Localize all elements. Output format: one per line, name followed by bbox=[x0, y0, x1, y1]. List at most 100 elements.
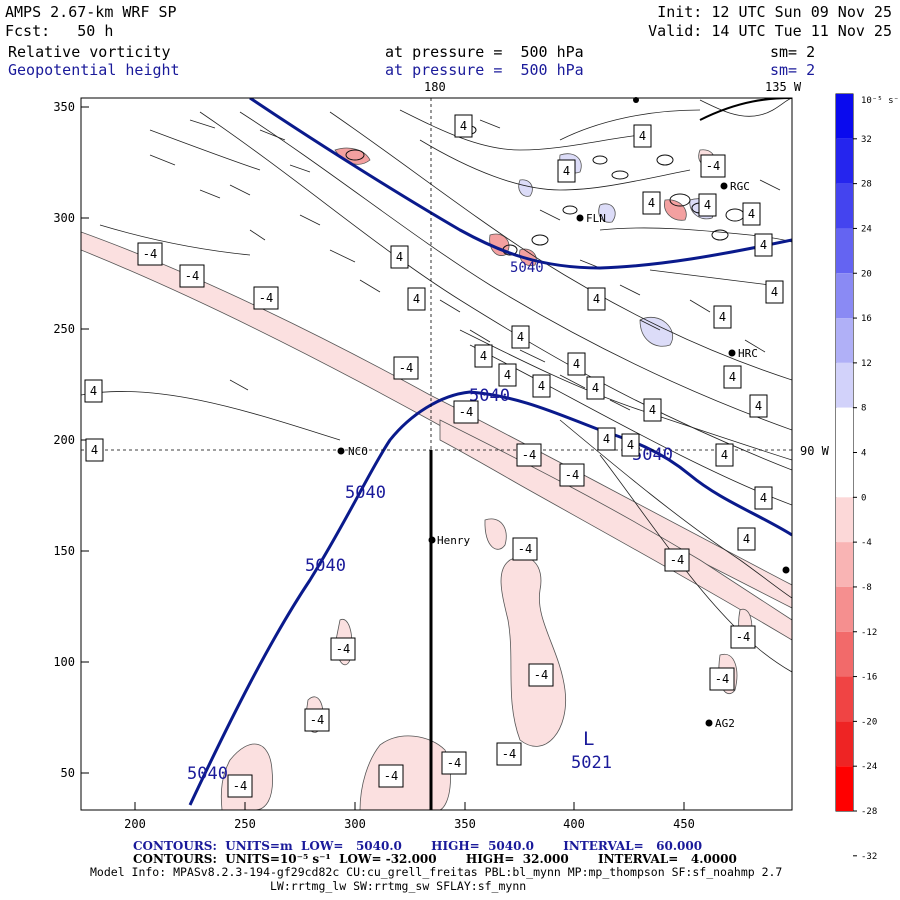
colorbar-tick-label: -16 bbox=[861, 673, 877, 683]
height-label-5040-c: 5040 bbox=[187, 764, 228, 784]
vort-label-4: 4 bbox=[704, 198, 711, 212]
vort-label-neg4: -4 bbox=[534, 668, 548, 682]
vort-label-neg4: -4 bbox=[670, 553, 684, 567]
footer-contours-height: CONTOURS: UNITS=m LOW= 5040.0 HIGH= 5040… bbox=[133, 839, 703, 853]
station-henry-label: Henry bbox=[437, 534, 470, 547]
vort-label-4: 4 bbox=[649, 403, 656, 417]
vort-label-neg4: -4 bbox=[399, 361, 413, 375]
vort-label-4: 4 bbox=[517, 330, 524, 344]
vort-label-4: 4 bbox=[593, 292, 600, 306]
vort-label-4: 4 bbox=[91, 443, 98, 457]
vort-label-4: 4 bbox=[563, 164, 570, 178]
vort-label-neg4: -4 bbox=[447, 756, 461, 770]
model-title: AMPS 2.67-km WRF SP bbox=[5, 3, 177, 21]
x-tick-400: 400 bbox=[563, 817, 585, 831]
forecast-hour: Fcst: 50 h bbox=[5, 22, 114, 40]
vort-label-4: 4 bbox=[603, 432, 610, 446]
vort-label-neg4: -4 bbox=[336, 642, 350, 656]
vorticity-contours bbox=[81, 98, 792, 673]
station-nco-marker bbox=[337, 447, 345, 455]
colorbar-swatch bbox=[836, 631, 853, 677]
vort-label-neg4: -4 bbox=[715, 672, 729, 686]
meridian-label-90w: 90 W bbox=[800, 444, 830, 458]
colorbar-swatch bbox=[836, 542, 853, 587]
field2-smoothing: sm= 2 bbox=[770, 61, 816, 79]
vort-label-4: 4 bbox=[639, 129, 646, 143]
field1-name: Relative vorticity bbox=[8, 43, 171, 61]
y-tick-50: 50 bbox=[61, 766, 75, 780]
x-tick-450: 450 bbox=[673, 817, 695, 831]
colorbar-tick-label: 12 bbox=[861, 359, 872, 369]
colorbar-swatch bbox=[836, 676, 853, 722]
colorbar-swatch bbox=[836, 138, 853, 184]
station-fln-label: FLN bbox=[586, 212, 606, 225]
station-nco-label: NCO bbox=[348, 445, 368, 458]
y-tick-300: 300 bbox=[53, 211, 75, 225]
vort-label-neg4: -4 bbox=[522, 448, 536, 462]
footer-contours-vorticity: CONTOURS: UNITS=10⁻⁵ s⁻¹ LOW= -32.000 HI… bbox=[133, 852, 737, 866]
vort-label-neg4: -4 bbox=[518, 542, 532, 556]
station-top-marker bbox=[633, 97, 639, 103]
colorbar-tick-label: -12 bbox=[861, 628, 877, 638]
colorbar-tick-label: -28 bbox=[861, 807, 877, 817]
colorbar-swatch bbox=[836, 273, 853, 319]
x-tick-300: 300 bbox=[344, 817, 366, 831]
colorbar-swatch bbox=[836, 228, 853, 274]
vort-label-neg4: -4 bbox=[736, 630, 750, 644]
plot-frame bbox=[80, 97, 793, 811]
colorbar-swatch bbox=[836, 94, 853, 139]
vort-label-neg4: -4 bbox=[459, 405, 473, 419]
vort-label-neg4: -4 bbox=[259, 291, 273, 305]
vort-label-4: 4 bbox=[760, 238, 767, 252]
x-tick-200: 200 bbox=[124, 817, 146, 831]
vort-label-4: 4 bbox=[721, 448, 728, 462]
y-tick-350: 350 bbox=[53, 100, 75, 114]
colorbar-tick-label: -8 bbox=[861, 583, 872, 593]
colorbar-swatch bbox=[836, 183, 853, 229]
colorbar-tick-label: 16 bbox=[861, 314, 872, 324]
vort-label-neg4: -4 bbox=[185, 269, 199, 283]
meridian-label-180: 180 bbox=[424, 80, 446, 94]
negative-vorticity-areas bbox=[81, 147, 792, 810]
vort-label-neg4: -4 bbox=[384, 769, 398, 783]
vort-label-4: 4 bbox=[504, 368, 511, 382]
vort-label-4: 4 bbox=[413, 292, 420, 306]
colorbar-tick-label: 24 bbox=[861, 224, 872, 234]
y-tick-250: 250 bbox=[53, 322, 75, 336]
vort-label-neg4: -4 bbox=[310, 713, 324, 727]
vort-label-neg4: -4 bbox=[143, 247, 157, 261]
vort-label-neg4: -4 bbox=[706, 159, 720, 173]
axis-ticks bbox=[81, 106, 685, 810]
colorbar-swatch bbox=[836, 362, 853, 408]
colorbar-unit: 10⁻⁵ s⁻¹ bbox=[861, 96, 900, 106]
vort-label-4: 4 bbox=[460, 119, 467, 133]
footer-model-info: Model Info: MPASv8.2.3-194-gf29cd82c CU:… bbox=[90, 865, 783, 879]
station-edge-marker bbox=[782, 566, 790, 574]
vort-label-4: 4 bbox=[573, 357, 580, 371]
y-tick-100: 100 bbox=[53, 655, 75, 669]
station-ag2-label: AG2 bbox=[715, 717, 735, 730]
vort-label-4: 4 bbox=[755, 399, 762, 413]
vort-label-neg4: -4 bbox=[233, 779, 247, 793]
station-hrc-marker bbox=[728, 349, 736, 357]
low-marker: L bbox=[583, 728, 594, 750]
colorbar-swatch bbox=[836, 586, 853, 632]
vort-label-4: 4 bbox=[396, 250, 403, 264]
colorbar-tick-label: -24 bbox=[861, 762, 877, 772]
low-value: 5021 bbox=[571, 753, 612, 773]
y-tick-200: 200 bbox=[53, 433, 75, 447]
colorbar-tick-label: 32 bbox=[861, 135, 872, 145]
vort-label-4: 4 bbox=[760, 491, 767, 505]
colorbar-swatch bbox=[836, 452, 853, 498]
colorbar-swatch bbox=[836, 766, 853, 811]
field2-level: at pressure = 500 hPa bbox=[385, 61, 584, 79]
colorbar-tick-label: -32 bbox=[861, 852, 877, 862]
x-tick-350: 350 bbox=[454, 817, 476, 831]
colorbar-swatch bbox=[836, 721, 853, 767]
vort-label-4: 4 bbox=[90, 384, 97, 398]
height-label-5040-a: 5040 bbox=[345, 483, 386, 503]
colorbar-swatch bbox=[836, 497, 853, 543]
colorbar-swatch bbox=[836, 318, 853, 363]
vort-label-neg4: -4 bbox=[502, 747, 516, 761]
